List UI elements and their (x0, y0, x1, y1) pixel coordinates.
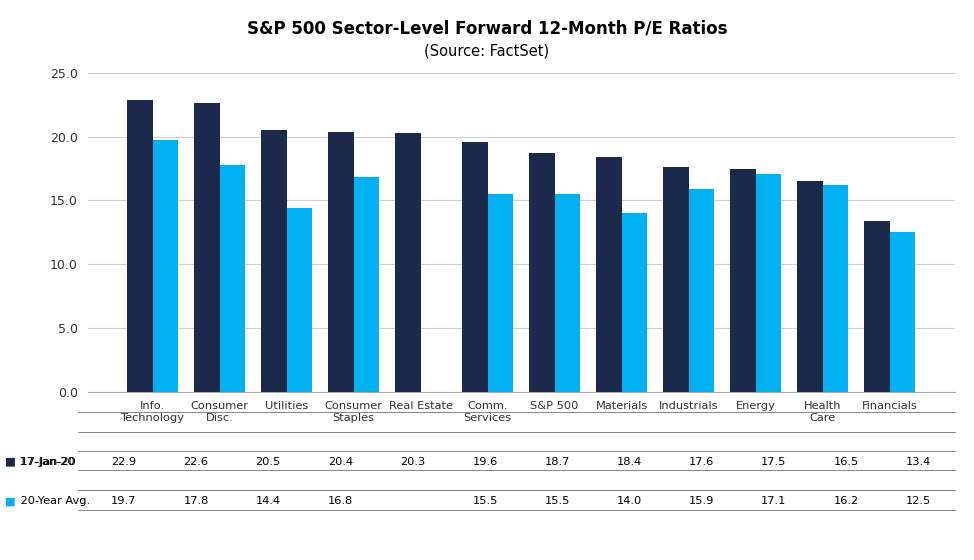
Text: 17.1: 17.1 (762, 496, 787, 506)
Text: 16.8: 16.8 (328, 496, 354, 506)
Text: 15.5: 15.5 (472, 496, 498, 506)
Text: 22.6: 22.6 (183, 457, 208, 467)
Bar (261, 130, 286, 392)
Bar (488, 194, 513, 392)
Text: 17.8: 17.8 (183, 496, 208, 506)
Text: 22.9: 22.9 (111, 457, 136, 467)
Text: 13.4: 13.4 (906, 457, 931, 467)
Bar (797, 181, 823, 392)
Text: 14.4: 14.4 (256, 496, 281, 506)
Text: 18.4: 18.4 (617, 457, 642, 467)
Bar (194, 104, 219, 392)
Text: 19.7: 19.7 (111, 496, 136, 506)
Bar (756, 174, 781, 392)
Text: 16.5: 16.5 (834, 457, 859, 467)
Bar (730, 169, 756, 392)
Bar (689, 189, 714, 392)
Text: 20.3: 20.3 (400, 457, 426, 467)
Bar (663, 167, 689, 392)
Bar (621, 213, 647, 392)
Bar (127, 100, 153, 392)
Text: 19.6: 19.6 (472, 457, 498, 467)
Text: (Source: FactSet): (Source: FactSet) (425, 44, 549, 59)
Text: ■ 17-Jan-20: ■ 17-Jan-20 (5, 457, 74, 467)
Text: 20.4: 20.4 (328, 457, 353, 467)
Text: 20.5: 20.5 (255, 457, 281, 467)
Text: 15.5: 15.5 (544, 496, 570, 506)
Text: 17.5: 17.5 (762, 457, 787, 467)
Text: 18.7: 18.7 (544, 457, 570, 467)
Bar (328, 132, 354, 392)
Text: S&P 500 Sector-Level Forward 12-Month P/E Ratios: S&P 500 Sector-Level Forward 12-Month P/… (246, 20, 728, 38)
Bar (354, 178, 379, 392)
Bar (153, 141, 178, 392)
Bar (395, 133, 421, 392)
Text: 15.9: 15.9 (689, 496, 714, 506)
Bar (596, 157, 621, 392)
Bar (462, 142, 488, 392)
Text: ■: ■ (5, 496, 16, 506)
Bar (219, 165, 245, 392)
Bar (529, 153, 554, 392)
Bar (864, 221, 889, 392)
Text: 16.2: 16.2 (834, 496, 859, 506)
Bar (889, 232, 916, 392)
Text: 17-Jan-20: 17-Jan-20 (17, 457, 75, 467)
Text: 14.0: 14.0 (617, 496, 642, 506)
Text: 20-Year Avg.: 20-Year Avg. (17, 496, 90, 506)
Bar (286, 208, 312, 392)
Bar (554, 194, 581, 392)
Text: 12.5: 12.5 (906, 496, 931, 506)
Bar (823, 185, 848, 392)
Text: ■: ■ (5, 457, 16, 467)
Text: 17.6: 17.6 (689, 457, 714, 467)
